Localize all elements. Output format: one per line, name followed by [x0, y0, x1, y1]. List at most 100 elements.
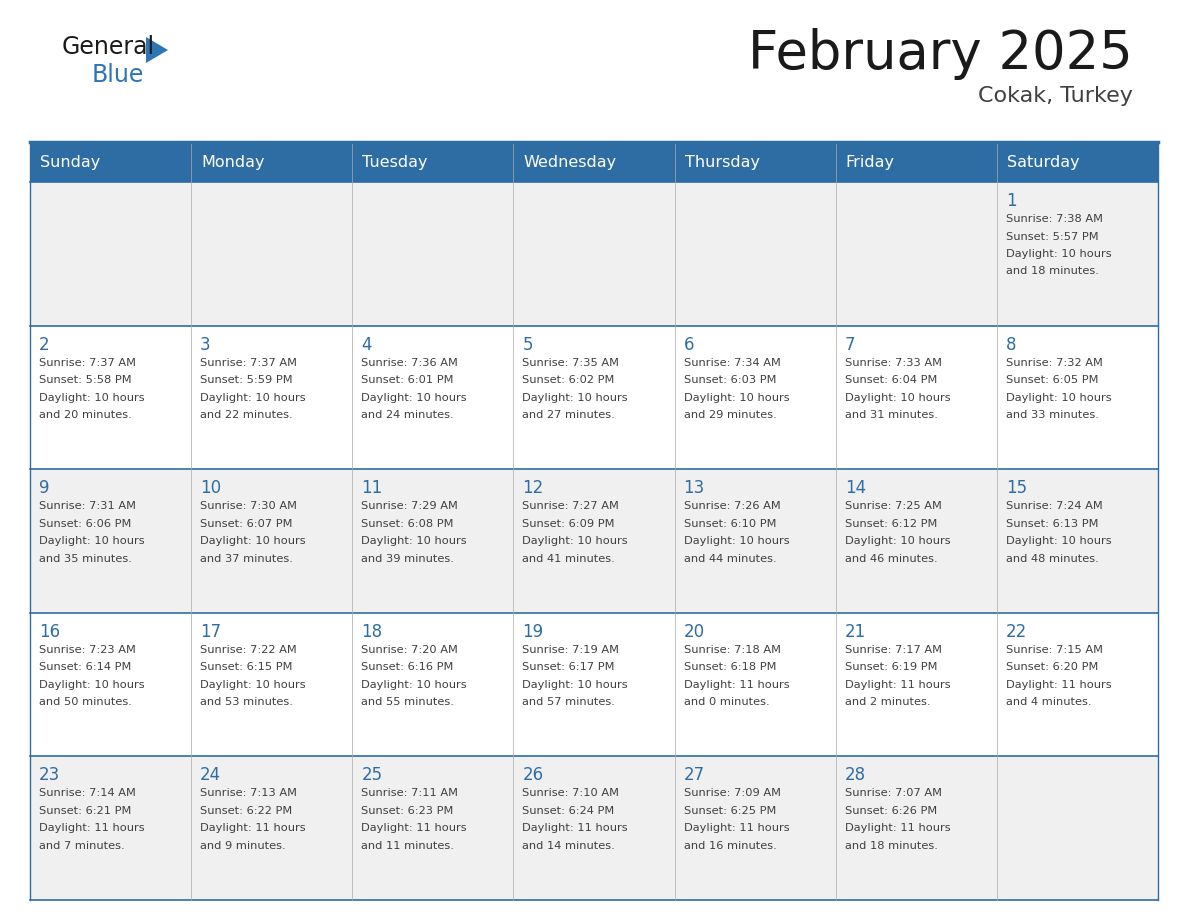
Text: Daylight: 10 hours: Daylight: 10 hours	[39, 393, 145, 403]
Text: Sunrise: 7:31 AM: Sunrise: 7:31 AM	[39, 501, 135, 511]
Text: 12: 12	[523, 479, 544, 498]
Text: Blue: Blue	[91, 63, 145, 87]
Polygon shape	[146, 37, 168, 63]
Text: Sunrise: 7:37 AM: Sunrise: 7:37 AM	[200, 358, 297, 367]
Text: Sunset: 6:02 PM: Sunset: 6:02 PM	[523, 375, 615, 385]
Text: 9: 9	[39, 479, 50, 498]
Text: and 31 minutes.: and 31 minutes.	[845, 410, 937, 420]
Text: and 39 minutes.: and 39 minutes.	[361, 554, 454, 564]
Text: and 57 minutes.: and 57 minutes.	[523, 698, 615, 707]
Text: and 37 minutes.: and 37 minutes.	[200, 554, 293, 564]
Text: Daylight: 10 hours: Daylight: 10 hours	[361, 536, 467, 546]
Text: and 0 minutes.: and 0 minutes.	[683, 698, 769, 707]
Text: Sunset: 6:18 PM: Sunset: 6:18 PM	[683, 662, 776, 672]
Text: Sunrise: 7:34 AM: Sunrise: 7:34 AM	[683, 358, 781, 367]
Text: Sunset: 6:01 PM: Sunset: 6:01 PM	[361, 375, 454, 385]
Text: Sunset: 6:26 PM: Sunset: 6:26 PM	[845, 806, 937, 816]
Text: Sunrise: 7:17 AM: Sunrise: 7:17 AM	[845, 644, 942, 655]
Text: Thursday: Thursday	[684, 155, 759, 171]
Text: 1: 1	[1006, 192, 1017, 210]
Text: Sunset: 6:08 PM: Sunset: 6:08 PM	[361, 519, 454, 529]
Text: 23: 23	[39, 767, 61, 784]
Text: Sunset: 6:16 PM: Sunset: 6:16 PM	[361, 662, 454, 672]
Text: Daylight: 10 hours: Daylight: 10 hours	[845, 536, 950, 546]
Text: Daylight: 10 hours: Daylight: 10 hours	[1006, 393, 1112, 403]
Text: 3: 3	[200, 336, 210, 353]
Text: Sunset: 6:15 PM: Sunset: 6:15 PM	[200, 662, 292, 672]
Text: Sunset: 6:25 PM: Sunset: 6:25 PM	[683, 806, 776, 816]
Text: Sunset: 6:20 PM: Sunset: 6:20 PM	[1006, 662, 1098, 672]
Text: Daylight: 11 hours: Daylight: 11 hours	[683, 823, 789, 834]
Text: and 53 minutes.: and 53 minutes.	[200, 698, 293, 707]
Text: 16: 16	[39, 622, 61, 641]
Text: 27: 27	[683, 767, 704, 784]
Text: Daylight: 10 hours: Daylight: 10 hours	[1006, 536, 1112, 546]
Text: Daylight: 10 hours: Daylight: 10 hours	[683, 393, 789, 403]
Text: Daylight: 10 hours: Daylight: 10 hours	[200, 536, 305, 546]
FancyBboxPatch shape	[30, 326, 1158, 469]
Text: Sunrise: 7:19 AM: Sunrise: 7:19 AM	[523, 644, 619, 655]
Text: Sunset: 6:17 PM: Sunset: 6:17 PM	[523, 662, 615, 672]
Text: Sunrise: 7:27 AM: Sunrise: 7:27 AM	[523, 501, 619, 511]
Text: Sunrise: 7:26 AM: Sunrise: 7:26 AM	[683, 501, 781, 511]
Text: 6: 6	[683, 336, 694, 353]
FancyBboxPatch shape	[30, 756, 1158, 900]
Text: Sunrise: 7:30 AM: Sunrise: 7:30 AM	[200, 501, 297, 511]
Text: Friday: Friday	[846, 155, 895, 171]
Text: and 24 minutes.: and 24 minutes.	[361, 410, 454, 420]
Text: 25: 25	[361, 767, 383, 784]
Text: Sunset: 6:13 PM: Sunset: 6:13 PM	[1006, 519, 1099, 529]
Text: Sunrise: 7:38 AM: Sunrise: 7:38 AM	[1006, 214, 1102, 224]
Text: Sunset: 6:21 PM: Sunset: 6:21 PM	[39, 806, 132, 816]
Text: Daylight: 10 hours: Daylight: 10 hours	[845, 393, 950, 403]
Text: 5: 5	[523, 336, 533, 353]
Text: Sunrise: 7:11 AM: Sunrise: 7:11 AM	[361, 789, 459, 799]
Text: Daylight: 11 hours: Daylight: 11 hours	[1006, 680, 1112, 689]
Text: Daylight: 11 hours: Daylight: 11 hours	[523, 823, 628, 834]
FancyBboxPatch shape	[30, 182, 1158, 326]
Text: and 16 minutes.: and 16 minutes.	[683, 841, 776, 851]
Text: Daylight: 11 hours: Daylight: 11 hours	[683, 680, 789, 689]
Text: and 29 minutes.: and 29 minutes.	[683, 410, 776, 420]
Text: 8: 8	[1006, 336, 1017, 353]
Text: Daylight: 11 hours: Daylight: 11 hours	[200, 823, 305, 834]
Text: Daylight: 10 hours: Daylight: 10 hours	[361, 393, 467, 403]
Text: and 44 minutes.: and 44 minutes.	[683, 554, 776, 564]
Text: 17: 17	[200, 622, 221, 641]
Text: Sunrise: 7:18 AM: Sunrise: 7:18 AM	[683, 644, 781, 655]
Text: Saturday: Saturday	[1007, 155, 1080, 171]
Text: Daylight: 10 hours: Daylight: 10 hours	[1006, 249, 1112, 259]
Text: Daylight: 11 hours: Daylight: 11 hours	[361, 823, 467, 834]
Text: Sunrise: 7:35 AM: Sunrise: 7:35 AM	[523, 358, 619, 367]
Text: Daylight: 10 hours: Daylight: 10 hours	[39, 680, 145, 689]
Text: Sunrise: 7:24 AM: Sunrise: 7:24 AM	[1006, 501, 1102, 511]
FancyBboxPatch shape	[30, 613, 1158, 756]
Text: Sunrise: 7:29 AM: Sunrise: 7:29 AM	[361, 501, 459, 511]
Text: and 33 minutes.: and 33 minutes.	[1006, 410, 1099, 420]
Text: Daylight: 11 hours: Daylight: 11 hours	[845, 680, 950, 689]
Text: February 2025: February 2025	[748, 28, 1133, 80]
Text: and 46 minutes.: and 46 minutes.	[845, 554, 937, 564]
FancyBboxPatch shape	[30, 144, 1158, 182]
Text: and 55 minutes.: and 55 minutes.	[361, 698, 454, 707]
Text: General: General	[62, 35, 156, 59]
Text: Wednesday: Wednesday	[524, 155, 617, 171]
Text: and 11 minutes.: and 11 minutes.	[361, 841, 454, 851]
Text: Daylight: 10 hours: Daylight: 10 hours	[523, 393, 628, 403]
Text: Sunset: 5:58 PM: Sunset: 5:58 PM	[39, 375, 132, 385]
Text: Daylight: 10 hours: Daylight: 10 hours	[39, 536, 145, 546]
Text: 13: 13	[683, 479, 704, 498]
Text: and 35 minutes.: and 35 minutes.	[39, 554, 132, 564]
Text: Sunrise: 7:15 AM: Sunrise: 7:15 AM	[1006, 644, 1102, 655]
Text: Sunrise: 7:22 AM: Sunrise: 7:22 AM	[200, 644, 297, 655]
Text: and 50 minutes.: and 50 minutes.	[39, 698, 132, 707]
Text: and 18 minutes.: and 18 minutes.	[1006, 266, 1099, 276]
Text: Sunrise: 7:20 AM: Sunrise: 7:20 AM	[361, 644, 459, 655]
Text: and 20 minutes.: and 20 minutes.	[39, 410, 132, 420]
Text: Daylight: 10 hours: Daylight: 10 hours	[200, 680, 305, 689]
Text: Sunset: 6:09 PM: Sunset: 6:09 PM	[523, 519, 615, 529]
Text: Sunset: 6:04 PM: Sunset: 6:04 PM	[845, 375, 937, 385]
Text: Sunrise: 7:32 AM: Sunrise: 7:32 AM	[1006, 358, 1102, 367]
Text: Sunrise: 7:09 AM: Sunrise: 7:09 AM	[683, 789, 781, 799]
Text: Sunset: 6:03 PM: Sunset: 6:03 PM	[683, 375, 776, 385]
